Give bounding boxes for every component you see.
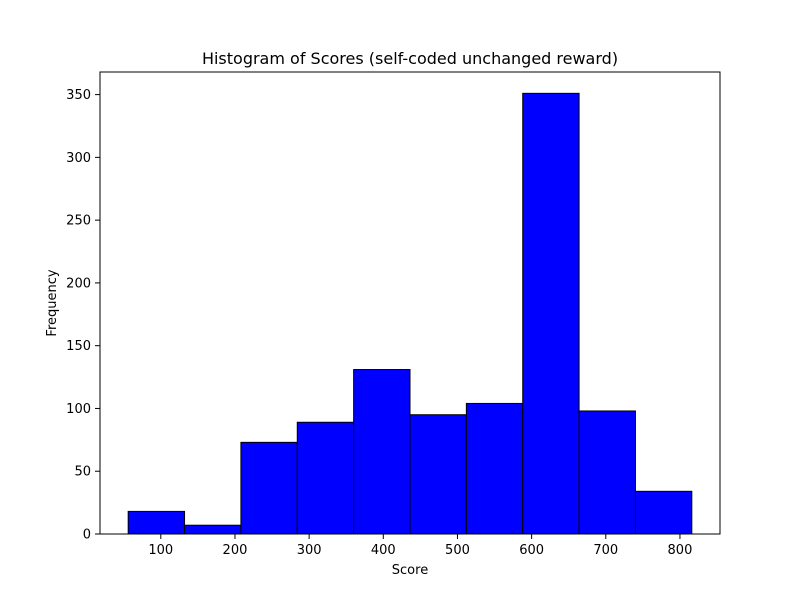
x-tick-label-4: 500 [445,543,470,558]
plot-frame [99,71,721,535]
y-tick-label-5: 250 [66,214,91,229]
x-tick-label-0: 100 [148,543,173,558]
y-tick-label-4: 200 [66,276,91,291]
histogram-bar-4 [353,369,411,535]
histogram-bar-9 [634,490,693,535]
histogram-bar-3 [296,421,355,535]
y-tick-label-1: 50 [74,465,91,480]
histogram-bar-6 [465,402,524,535]
x-tick-label-3: 400 [371,543,396,558]
y-tick-label-3: 150 [66,339,91,354]
y-axis-ticks: 0 50 100 150 200 250 300 350 [66,88,100,543]
x-tick-label-7: 800 [668,543,693,558]
histogram-bar-0 [127,510,186,535]
bars-group [127,92,693,535]
x-tick-label-2: 300 [297,543,322,558]
x-tick-label-6: 700 [593,543,618,558]
histogram-bar-2 [240,441,298,535]
y-tick-label-2: 100 [66,402,91,417]
histogram-bar-1 [184,524,242,535]
x-tick-label-5: 600 [519,543,544,558]
y-tick-label-0: 0 [83,528,91,543]
x-axis-label: Score [392,563,428,578]
histogram-bar-7 [522,92,580,535]
y-tick-label-6: 300 [66,151,91,166]
y-tick-label-7: 350 [66,88,91,103]
chart-title: Histogram of Scores (self-coded unchange… [202,49,618,68]
histogram-bar-8 [578,410,636,535]
y-axis-label: Frequency [45,269,60,336]
histogram-bar-5 [409,414,467,535]
x-tick-label-1: 200 [223,543,248,558]
x-axis-ticks: 100 200 300 400 500 600 700 800 [148,534,692,558]
